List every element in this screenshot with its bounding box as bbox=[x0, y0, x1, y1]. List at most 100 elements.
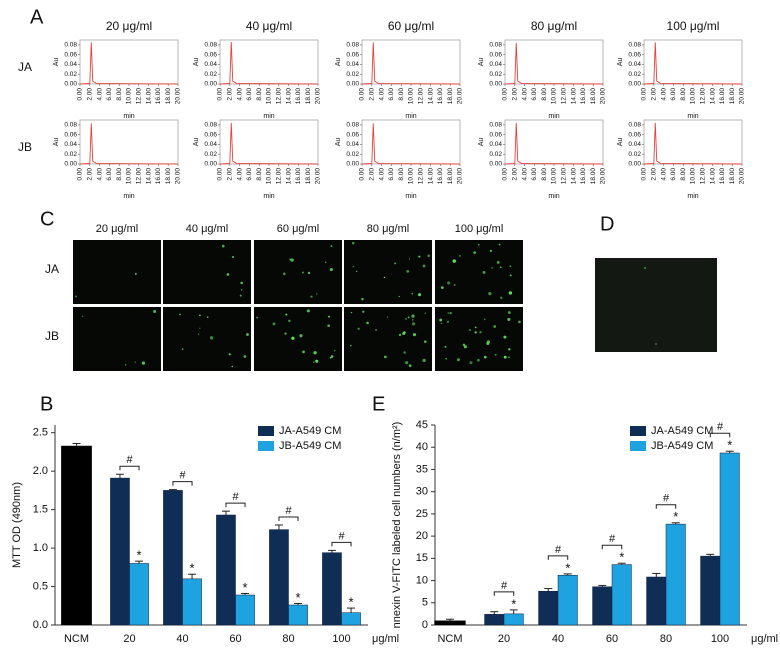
chromatogram-line bbox=[643, 122, 743, 165]
fluorescent-cell bbox=[306, 309, 310, 313]
y-tick-label: 35 bbox=[416, 463, 428, 475]
y-tick-label: 0.08 bbox=[64, 122, 77, 129]
fluorescent-cell bbox=[288, 319, 291, 323]
y-tick-label: 2.0 bbox=[33, 465, 48, 477]
bracket bbox=[601, 544, 623, 550]
x-tick-label: 6.00 bbox=[106, 168, 113, 181]
x-tick-label: 0.00 bbox=[502, 168, 509, 181]
x-axis-label: min bbox=[548, 113, 559, 120]
fluorescent-cell bbox=[197, 333, 200, 335]
fluorescent-cell bbox=[301, 271, 305, 274]
x-tick-label: 20.00 bbox=[600, 88, 607, 105]
fluorescent-cell bbox=[299, 334, 303, 338]
y-axis-label: Au bbox=[478, 58, 485, 67]
legend-swatch bbox=[258, 441, 274, 451]
y-tick-label: 0.08 bbox=[628, 122, 641, 129]
chromatogram-line bbox=[79, 42, 179, 85]
x-tick-label: 4.00 bbox=[660, 88, 667, 101]
fluorescent-cell bbox=[484, 355, 487, 359]
y-tick-label: 0.02 bbox=[628, 71, 641, 78]
fluorescent-cell bbox=[153, 310, 157, 313]
fluorescent-cell bbox=[405, 318, 407, 320]
fluorescent-cell bbox=[405, 361, 409, 365]
y-tick-label: 0.04 bbox=[489, 141, 502, 148]
fluorescent-cell bbox=[199, 314, 201, 317]
plot-frame bbox=[79, 39, 179, 85]
fluorescent-cell bbox=[440, 286, 444, 289]
x-tick-label: 2.00 bbox=[651, 168, 658, 181]
x-tick-label: 14.00 bbox=[709, 88, 716, 105]
significance-mark: # bbox=[501, 580, 508, 592]
fluorescent-cell bbox=[493, 325, 497, 328]
fluorescent-cell bbox=[361, 297, 364, 301]
x-tick-label: 14.00 bbox=[709, 168, 716, 185]
panel-label: B bbox=[40, 393, 53, 415]
panel-label: A bbox=[30, 6, 44, 28]
y-tick-label: 0.08 bbox=[204, 42, 217, 49]
x-tick-label: 20.00 bbox=[457, 168, 464, 185]
bar bbox=[719, 452, 740, 626]
fluorescent-cell bbox=[474, 326, 477, 329]
fluorescent-cell bbox=[350, 311, 353, 314]
fluorescent-cell bbox=[491, 267, 493, 269]
x-tick-label: 8.00 bbox=[116, 168, 123, 181]
x-tick-label: 0.00 bbox=[641, 88, 648, 101]
significance-mark: # bbox=[285, 505, 292, 517]
y-tick-label: 0.06 bbox=[346, 51, 359, 58]
y-tick-label: 2.5 bbox=[33, 427, 48, 439]
x-tick-label: 18.00 bbox=[729, 88, 736, 105]
bar bbox=[700, 555, 721, 626]
x-tick-label: 2.00 bbox=[227, 168, 234, 181]
fluorescent-cell bbox=[81, 315, 84, 317]
fluorescent-cell bbox=[209, 336, 214, 340]
x-axis-label: min bbox=[405, 113, 416, 120]
x-tick-label: 8.00 bbox=[256, 168, 263, 181]
significance-mark: * bbox=[565, 560, 570, 575]
fluorescent-cell bbox=[477, 358, 480, 362]
x-tick-label: 12.00 bbox=[561, 168, 568, 185]
x-tick-label: 10.00 bbox=[126, 168, 133, 185]
fluorescent-cell bbox=[447, 312, 449, 314]
fluorescent-cell bbox=[479, 331, 482, 334]
y-tick-label: 0.06 bbox=[64, 131, 77, 138]
column-title: 100 μg/ml bbox=[667, 19, 720, 33]
x-tick-label: 6.00 bbox=[531, 88, 538, 101]
fluorescent-cell bbox=[181, 348, 184, 351]
bracket bbox=[225, 502, 246, 508]
x-tick-label: 4.00 bbox=[378, 88, 385, 101]
row-label: JA bbox=[45, 262, 59, 276]
x-axis-label: min bbox=[687, 193, 698, 200]
x-tick-label: 14.00 bbox=[427, 88, 434, 105]
fluorescent-cell bbox=[508, 348, 511, 351]
fluorescent-cell bbox=[394, 262, 397, 265]
fluorescent-cell bbox=[503, 355, 507, 359]
x-tick-label: 0.00 bbox=[359, 88, 366, 101]
x-tick-label: 0.00 bbox=[359, 168, 366, 181]
plot-frame bbox=[504, 39, 604, 85]
fluorescent-cell bbox=[75, 295, 77, 298]
plot-frame bbox=[219, 119, 319, 165]
x-tick-label: NCM bbox=[437, 633, 462, 645]
significance-mark: * bbox=[137, 548, 142, 563]
fluorescent-cell bbox=[412, 319, 414, 321]
y-tick-label: 0.04 bbox=[204, 141, 217, 148]
x-axis-label: min bbox=[687, 113, 698, 120]
micrograph bbox=[254, 307, 342, 371]
legend-swatch bbox=[630, 441, 646, 451]
row-label: JA bbox=[18, 60, 32, 74]
y-tick-label: 0.02 bbox=[64, 151, 77, 158]
fluorescent-cell bbox=[383, 276, 386, 279]
y-axis-label: Au bbox=[617, 58, 624, 67]
x-tick-label: 2.00 bbox=[512, 168, 519, 181]
y-tick-label: 5 bbox=[422, 597, 428, 609]
fluorescent-cell bbox=[398, 295, 400, 298]
bar bbox=[434, 620, 466, 625]
fluorescent-cell bbox=[206, 316, 209, 318]
panel-label: D bbox=[600, 213, 614, 235]
fluorescent-cell bbox=[469, 361, 473, 365]
fluorescent-cell bbox=[246, 333, 249, 336]
bracket bbox=[278, 516, 299, 521]
x-tick-label: 10.00 bbox=[551, 88, 558, 105]
significance-mark: # bbox=[717, 421, 724, 433]
y-tick-label: 0.02 bbox=[204, 71, 217, 78]
